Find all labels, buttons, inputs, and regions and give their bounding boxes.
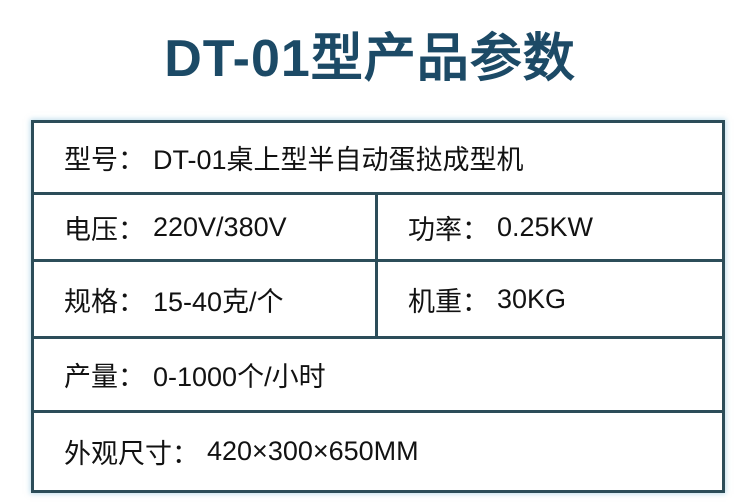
output-value: 0-1000个/小时	[153, 362, 326, 392]
weight-label: 机重：	[408, 286, 489, 317]
dimensions-label: 外观尺寸：	[64, 439, 199, 469]
table-row-spec-weight: 规格： 15-40克/个 机重： 30KG	[34, 262, 722, 339]
output-label: 产量：	[64, 362, 145, 392]
dimensions-value: 420×300×650MM	[207, 436, 419, 466]
cell-dimensions: 外观尺寸： 420×300×650MM	[34, 413, 722, 490]
model-value: DT-01桌上型半自动蛋挞成型机	[153, 145, 524, 175]
power-value: 0.25KW	[497, 211, 594, 242]
voltage-value: 220V/380V	[153, 211, 287, 242]
table-row-model: 型号： DT-01桌上型半自动蛋挞成型机	[34, 123, 722, 195]
power-label: 功率：	[408, 214, 489, 245]
spec-table: 型号： DT-01桌上型半自动蛋挞成型机 电压： 220V/380V 功率： 0…	[31, 120, 725, 493]
cell-spec: 规格： 15-40克/个	[34, 262, 378, 336]
weight-value: 30KG	[497, 283, 567, 314]
cell-model: 型号： DT-01桌上型半自动蛋挞成型机	[34, 123, 722, 192]
table-row-output: 产量： 0-1000个/小时	[34, 339, 722, 413]
page-title: DT-01型产品参数	[164, 30, 576, 88]
spec-label: 规格：	[64, 286, 145, 317]
table-row-dimensions: 外观尺寸： 420×300×650MM	[34, 413, 722, 490]
cell-power: 功率： 0.25KW	[378, 195, 722, 259]
model-label: 型号：	[64, 145, 145, 175]
table-row-voltage-power: 电压： 220V/380V 功率： 0.25KW	[34, 195, 722, 262]
spec-value: 15-40克/个	[153, 286, 284, 317]
cell-voltage: 电压： 220V/380V	[34, 195, 378, 259]
voltage-label: 电压：	[64, 214, 145, 245]
cell-output: 产量： 0-1000个/小时	[34, 339, 722, 410]
cell-weight: 机重： 30KG	[378, 262, 722, 336]
